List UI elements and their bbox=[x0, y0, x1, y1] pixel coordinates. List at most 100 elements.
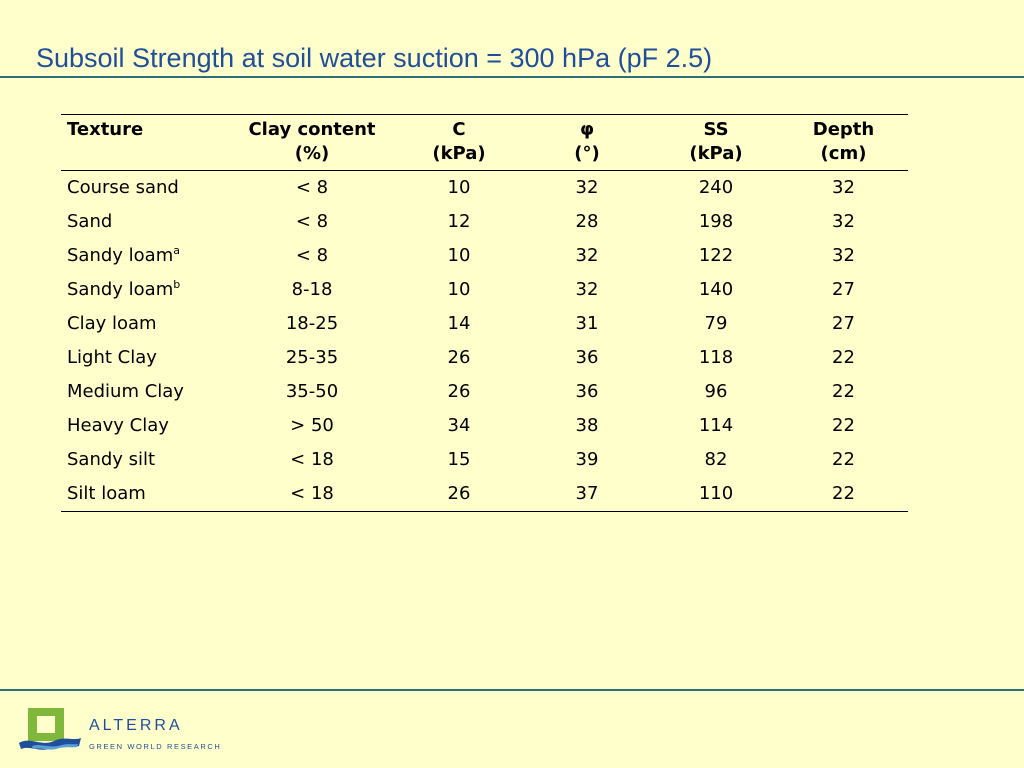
cell-friction-angle: 38 bbox=[575, 415, 599, 436]
cell-friction-angle: 32 bbox=[575, 279, 599, 300]
cell-texture: Light Clay bbox=[61, 341, 227, 375]
texture-footnote: b bbox=[173, 278, 181, 291]
cell-clay-content: < 8 bbox=[295, 245, 329, 266]
cell-subsoil-strength: 118 bbox=[698, 347, 734, 368]
header-texture-label: Texture bbox=[67, 119, 144, 140]
cell-cohesion: 12 bbox=[447, 211, 471, 232]
table-row: Course sand < 8 10 32 240 32 bbox=[61, 171, 908, 206]
header-friction-angle-unit: (°) bbox=[574, 143, 600, 164]
table-row: Heavy Clay > 50 34 38 114 22 bbox=[61, 409, 908, 443]
cell-subsoil-strength: 82 bbox=[704, 449, 728, 470]
header-depth-unit: (cm) bbox=[820, 143, 867, 164]
header-subsoil-strength: SS (kPa) bbox=[653, 115, 779, 171]
cell-cohesion: 26 bbox=[447, 347, 471, 368]
cell-friction-angle: 39 bbox=[575, 449, 599, 470]
header-clay-content-label: Clay content bbox=[248, 119, 376, 140]
texture-name: Heavy Clay bbox=[67, 415, 169, 436]
header-cohesion: C (kPa) bbox=[397, 115, 521, 171]
texture-footnote: a bbox=[173, 244, 180, 257]
cell-texture: Sand bbox=[61, 205, 227, 239]
header-depth: Depth (cm) bbox=[779, 115, 908, 171]
table-header: Texture Clay content (%) C (kPa) φ (°) SS (k… bbox=[61, 115, 908, 171]
cell-depth: 32 bbox=[832, 177, 855, 198]
cell-clay-content: < 8 bbox=[295, 177, 329, 198]
cell-depth: 22 bbox=[832, 415, 855, 436]
table-row: Sand < 8 12 28 198 32 bbox=[61, 205, 908, 239]
table-row: Light Clay 25-35 26 36 118 22 bbox=[61, 341, 908, 375]
header-subsoil-strength-label: SS bbox=[703, 119, 729, 140]
cell-subsoil-strength: 96 bbox=[704, 381, 728, 402]
cell-depth: 27 bbox=[832, 313, 855, 334]
cell-friction-angle: 36 bbox=[575, 347, 599, 368]
table-row: Clay loam 18-25 14 31 79 27 bbox=[61, 307, 908, 341]
brand-tagline: GREEN WORLD RESEARCH bbox=[89, 742, 222, 751]
cell-cohesion: 34 bbox=[447, 415, 471, 436]
table-row: Medium Clay 35-50 26 36 96 22 bbox=[61, 375, 908, 409]
cell-cohesion: 15 bbox=[447, 449, 471, 470]
header-cohesion-unit: (kPa) bbox=[432, 143, 486, 164]
cell-depth: 32 bbox=[832, 245, 855, 266]
cell-texture: Heavy Clay bbox=[61, 409, 227, 443]
table-row: Sandy silt < 18 15 39 82 22 bbox=[61, 443, 908, 477]
texture-name: Sandy loam bbox=[67, 279, 174, 300]
cell-texture: Sandy loamb bbox=[61, 273, 227, 307]
header-friction-angle-label: φ bbox=[579, 119, 595, 140]
soil-strength-table: Texture Clay content (%) C (kPa) φ (°) SS (k… bbox=[61, 115, 908, 511]
cell-clay-content: 35-50 bbox=[285, 381, 339, 402]
cell-friction-angle: 36 bbox=[575, 381, 599, 402]
cell-subsoil-strength: 198 bbox=[698, 211, 734, 232]
table-body: Course sand < 8 10 32 240 32 Sand < 8 12… bbox=[61, 171, 908, 512]
texture-name: Light Clay bbox=[67, 347, 157, 368]
alterra-logo-icon bbox=[18, 707, 82, 753]
texture-name: Sandy loam bbox=[67, 245, 174, 266]
cell-friction-angle: 32 bbox=[575, 177, 599, 198]
cell-cohesion: 14 bbox=[447, 313, 471, 334]
table-row: Sandy loama < 8 10 32 122 32 bbox=[61, 239, 908, 273]
header-cohesion-label: C bbox=[452, 119, 466, 140]
cell-clay-content: < 18 bbox=[290, 483, 334, 504]
cell-depth: 32 bbox=[832, 211, 855, 232]
cell-depth: 22 bbox=[832, 449, 855, 470]
cell-clay-content: 25-35 bbox=[285, 347, 339, 368]
cell-cohesion: 10 bbox=[447, 245, 471, 266]
cell-subsoil-strength: 79 bbox=[704, 313, 728, 334]
header-clay-content: Clay content (%) bbox=[227, 115, 397, 171]
cell-subsoil-strength: 240 bbox=[698, 177, 734, 198]
table-header-row: Texture Clay content (%) C (kPa) φ (°) SS (k… bbox=[61, 115, 908, 171]
header-clay-content-unit: (%) bbox=[294, 143, 330, 164]
cell-cohesion: 10 bbox=[447, 279, 471, 300]
brand-name: ALTERRA bbox=[89, 717, 183, 734]
cell-friction-angle: 32 bbox=[575, 245, 599, 266]
cell-clay-content: > 50 bbox=[290, 415, 334, 436]
cell-clay-content: < 8 bbox=[295, 211, 329, 232]
cell-cohesion: 26 bbox=[447, 381, 471, 402]
header-texture: Texture bbox=[61, 115, 227, 171]
cell-texture: Clay loam bbox=[61, 307, 227, 341]
slide-title: Subsoil Strength at soil water suction =… bbox=[36, 43, 713, 73]
texture-name: Course sand bbox=[67, 177, 179, 198]
texture-name: Silt loam bbox=[67, 483, 146, 504]
soil-strength-table-container: Texture Clay content (%) C (kPa) φ (°) SS (k… bbox=[61, 114, 908, 512]
table-row: Silt loam < 18 26 37 110 22 bbox=[61, 477, 908, 511]
cell-friction-angle: 31 bbox=[575, 313, 599, 334]
cell-texture: Sandy silt bbox=[61, 443, 227, 477]
cell-depth: 22 bbox=[832, 483, 855, 504]
cell-clay-content: 8-18 bbox=[291, 279, 333, 300]
cell-depth: 27 bbox=[832, 279, 855, 300]
texture-name: Clay loam bbox=[67, 313, 157, 334]
cell-depth: 22 bbox=[832, 381, 855, 402]
texture-name: Sand bbox=[67, 211, 113, 232]
cell-subsoil-strength: 110 bbox=[698, 483, 734, 504]
cell-texture: Medium Clay bbox=[61, 375, 227, 409]
cell-subsoil-strength: 140 bbox=[698, 279, 734, 300]
cell-texture: Silt loam bbox=[61, 477, 227, 511]
cell-cohesion: 26 bbox=[447, 483, 471, 504]
header-subsoil-strength-unit: (kPa) bbox=[689, 143, 743, 164]
cell-subsoil-strength: 114 bbox=[698, 415, 734, 436]
cell-clay-content: < 18 bbox=[290, 449, 334, 470]
cell-texture: Course sand bbox=[61, 171, 227, 206]
header-depth-label: Depth bbox=[812, 119, 875, 140]
cell-clay-content: 18-25 bbox=[285, 313, 339, 334]
cell-cohesion: 10 bbox=[447, 177, 471, 198]
texture-name: Sandy silt bbox=[67, 449, 156, 470]
